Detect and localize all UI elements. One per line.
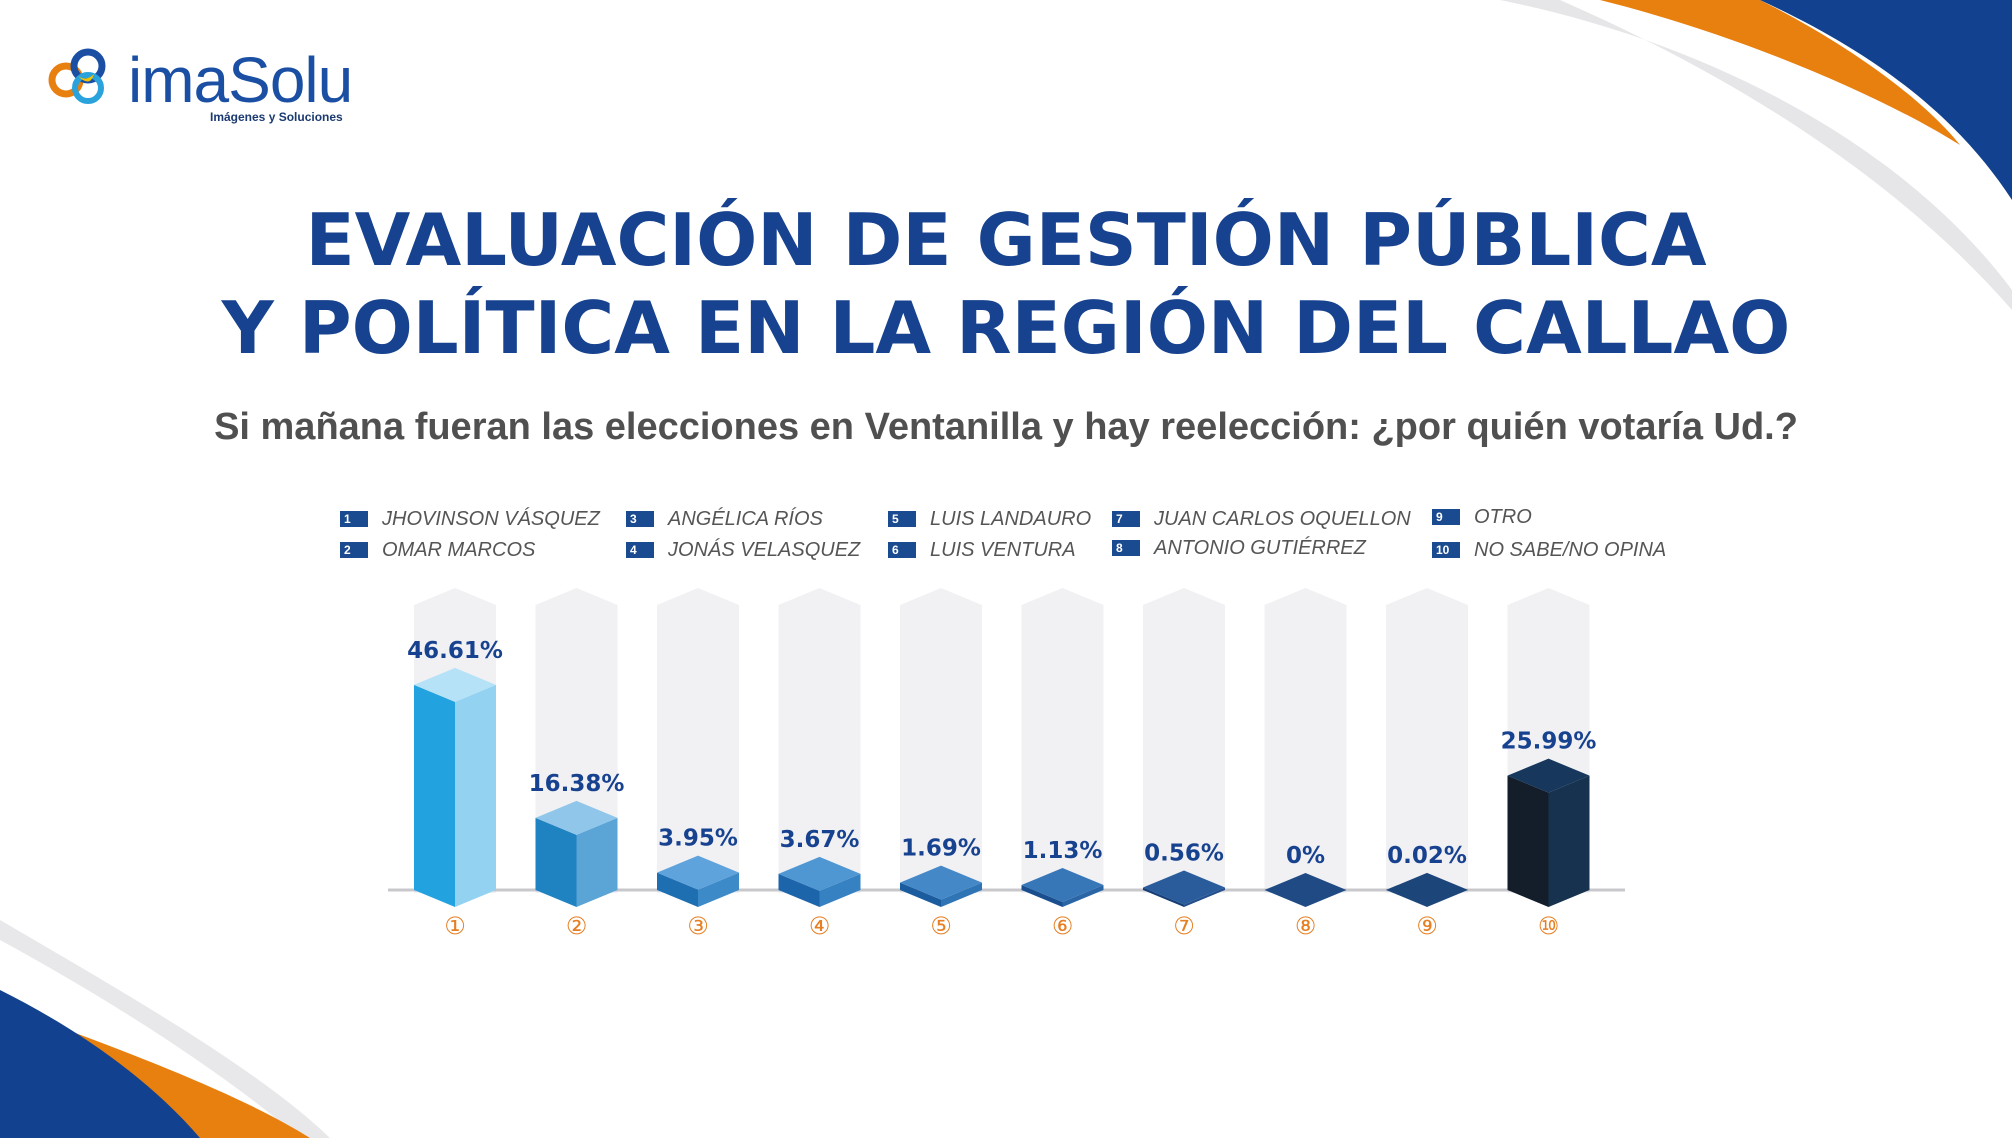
bar-top-face (1021, 868, 1104, 903)
bar-value-label: 1.69% (901, 836, 981, 862)
bar-category-marker: ⑥ (1052, 912, 1074, 940)
bar-category-marker: ⑧ (1295, 912, 1317, 940)
bar-front-face (414, 684, 455, 907)
legend-label: LUIS LANDAURO (930, 508, 1092, 530)
legend-number-badge: 2 (340, 542, 368, 558)
title-line-1: EVALUACIÓN DE GESTIÓN PÚBLICA (305, 198, 1707, 282)
bar-top-face (657, 855, 739, 890)
bar-side-face (576, 817, 618, 907)
bar-top-face (900, 865, 982, 900)
bars (414, 667, 1590, 907)
value-labels: 46.61% 16.38% 3.95% 3.67% 1.69% 1.13% 0.56% 0% 0… (407, 638, 1596, 869)
bar-side-face (1184, 887, 1225, 907)
imasolu-logo-icon (48, 48, 106, 104)
legend-number-badge: 9 (1432, 509, 1460, 525)
bar-value-label: 1.13% (1023, 838, 1103, 864)
background-column (900, 588, 982, 893)
background-column (1264, 588, 1347, 893)
bar-value-label: 46.61% (407, 638, 503, 664)
brand-tagline: Imágenes y Soluciones (210, 110, 343, 124)
bar-front-face (900, 882, 941, 907)
bar-category-marker: ⑦ (1173, 912, 1195, 940)
question-subtitle: Si mañana fueran las elecciones en Venta… (214, 406, 1798, 448)
legend-label: OMAR MARCOS (382, 539, 536, 561)
bar-top-face (1264, 873, 1347, 907)
bar-top-face (1386, 872, 1468, 907)
bar-category-marker: ④ (809, 912, 831, 940)
legend-number-badge: 5 (888, 511, 916, 527)
bar-side-face (1427, 889, 1468, 907)
legend-number-badge: 1 (340, 511, 368, 527)
bar-value-label: 25.99% (1501, 729, 1597, 755)
background-column (1143, 588, 1225, 893)
page-title: EVALUACIÓN DE GESTIÓN PÚBLICA Y POLÍTICA… (0, 196, 2012, 372)
legend-label: ANTONIO GUTIÉRREZ (1154, 537, 1366, 559)
bar-side-face (1548, 775, 1590, 907)
bar-value-label: 0% (1286, 843, 1325, 869)
bar-top-face (1143, 870, 1225, 905)
legend-label: OTRO (1474, 506, 1532, 528)
legend-label: JONÁS VELASQUEZ (668, 539, 861, 561)
bar-front-face (1021, 885, 1063, 907)
legend-label: JUAN CARLOS OQUELLON (1154, 508, 1411, 530)
bottom-left-orange-swoosh (40, 1020, 310, 1138)
background-column (657, 588, 739, 893)
title-line-2: Y POLÍTICA EN LA REGIÓN DEL CALLAO (221, 286, 1791, 370)
bar-value-label: 3.95% (658, 826, 738, 852)
bar-value-label: 16.38% (529, 771, 625, 797)
legend-number-badge: 4 (626, 542, 654, 558)
bar-value-label: 3.67% (780, 827, 860, 853)
legend-number-badge: 3 (626, 511, 654, 527)
top-right-blue-swoosh (1760, 0, 2012, 200)
legend-label: NO SABE/NO OPINA (1474, 539, 1667, 561)
category-markers: ① ② ③ ④ ⑤ ⑥ ⑦ ⑧ ⑨ ⑩ (444, 912, 1559, 940)
bar-category-marker: ① (444, 912, 466, 940)
bar-side-face (819, 873, 861, 907)
bar-front-face (1386, 889, 1427, 907)
legend-label: LUIS VENTURA (930, 539, 1076, 561)
bar-category-marker: ⑤ (930, 912, 952, 940)
bar-value-label: 0.56% (1144, 841, 1224, 867)
bar-top-face (414, 667, 496, 702)
bar-value-label: 0.02% (1387, 843, 1467, 869)
bar-front-face (657, 872, 698, 907)
bar-front-face (535, 817, 577, 907)
bottom-left-blue-swoosh (0, 990, 200, 1138)
bar-front-face (1507, 775, 1549, 907)
bar-side-face (1062, 885, 1104, 907)
background-column (1386, 588, 1468, 893)
legend-label: ANGÉLICA RÍOS (668, 508, 823, 530)
legend-number-badge: 6 (888, 542, 916, 558)
legend-number-badge: 8 (1112, 540, 1140, 556)
bar-top-face (1507, 758, 1590, 793)
bar-category-marker: ⑨ (1416, 912, 1438, 940)
brand-name: imaSolu (128, 44, 353, 116)
bar-top-face (778, 856, 861, 891)
legend-number-badge: 10 (1432, 542, 1460, 558)
top-right-orange-swoosh (1600, 0, 1960, 145)
bar-top-face (535, 800, 618, 835)
brand-logo: imaSolu Imágenes y Soluciones (44, 40, 374, 130)
background-column (1021, 588, 1104, 893)
bar-category-marker: ② (566, 912, 588, 940)
legend-label: JHOVINSON VÁSQUEZ (382, 508, 600, 530)
bar-category-marker: ③ (687, 912, 709, 940)
bar-side-face (941, 882, 982, 907)
legend-number-badge: 7 (1112, 511, 1140, 527)
bottom-left-gray-swoosh (0, 920, 330, 1138)
bar-front-face (778, 873, 820, 907)
bar-side-face (455, 684, 496, 907)
background-column (778, 588, 861, 893)
bar-side-face (698, 872, 739, 907)
bar-front-face (1143, 887, 1184, 907)
bar-category-marker: ⑩ (1538, 912, 1560, 940)
